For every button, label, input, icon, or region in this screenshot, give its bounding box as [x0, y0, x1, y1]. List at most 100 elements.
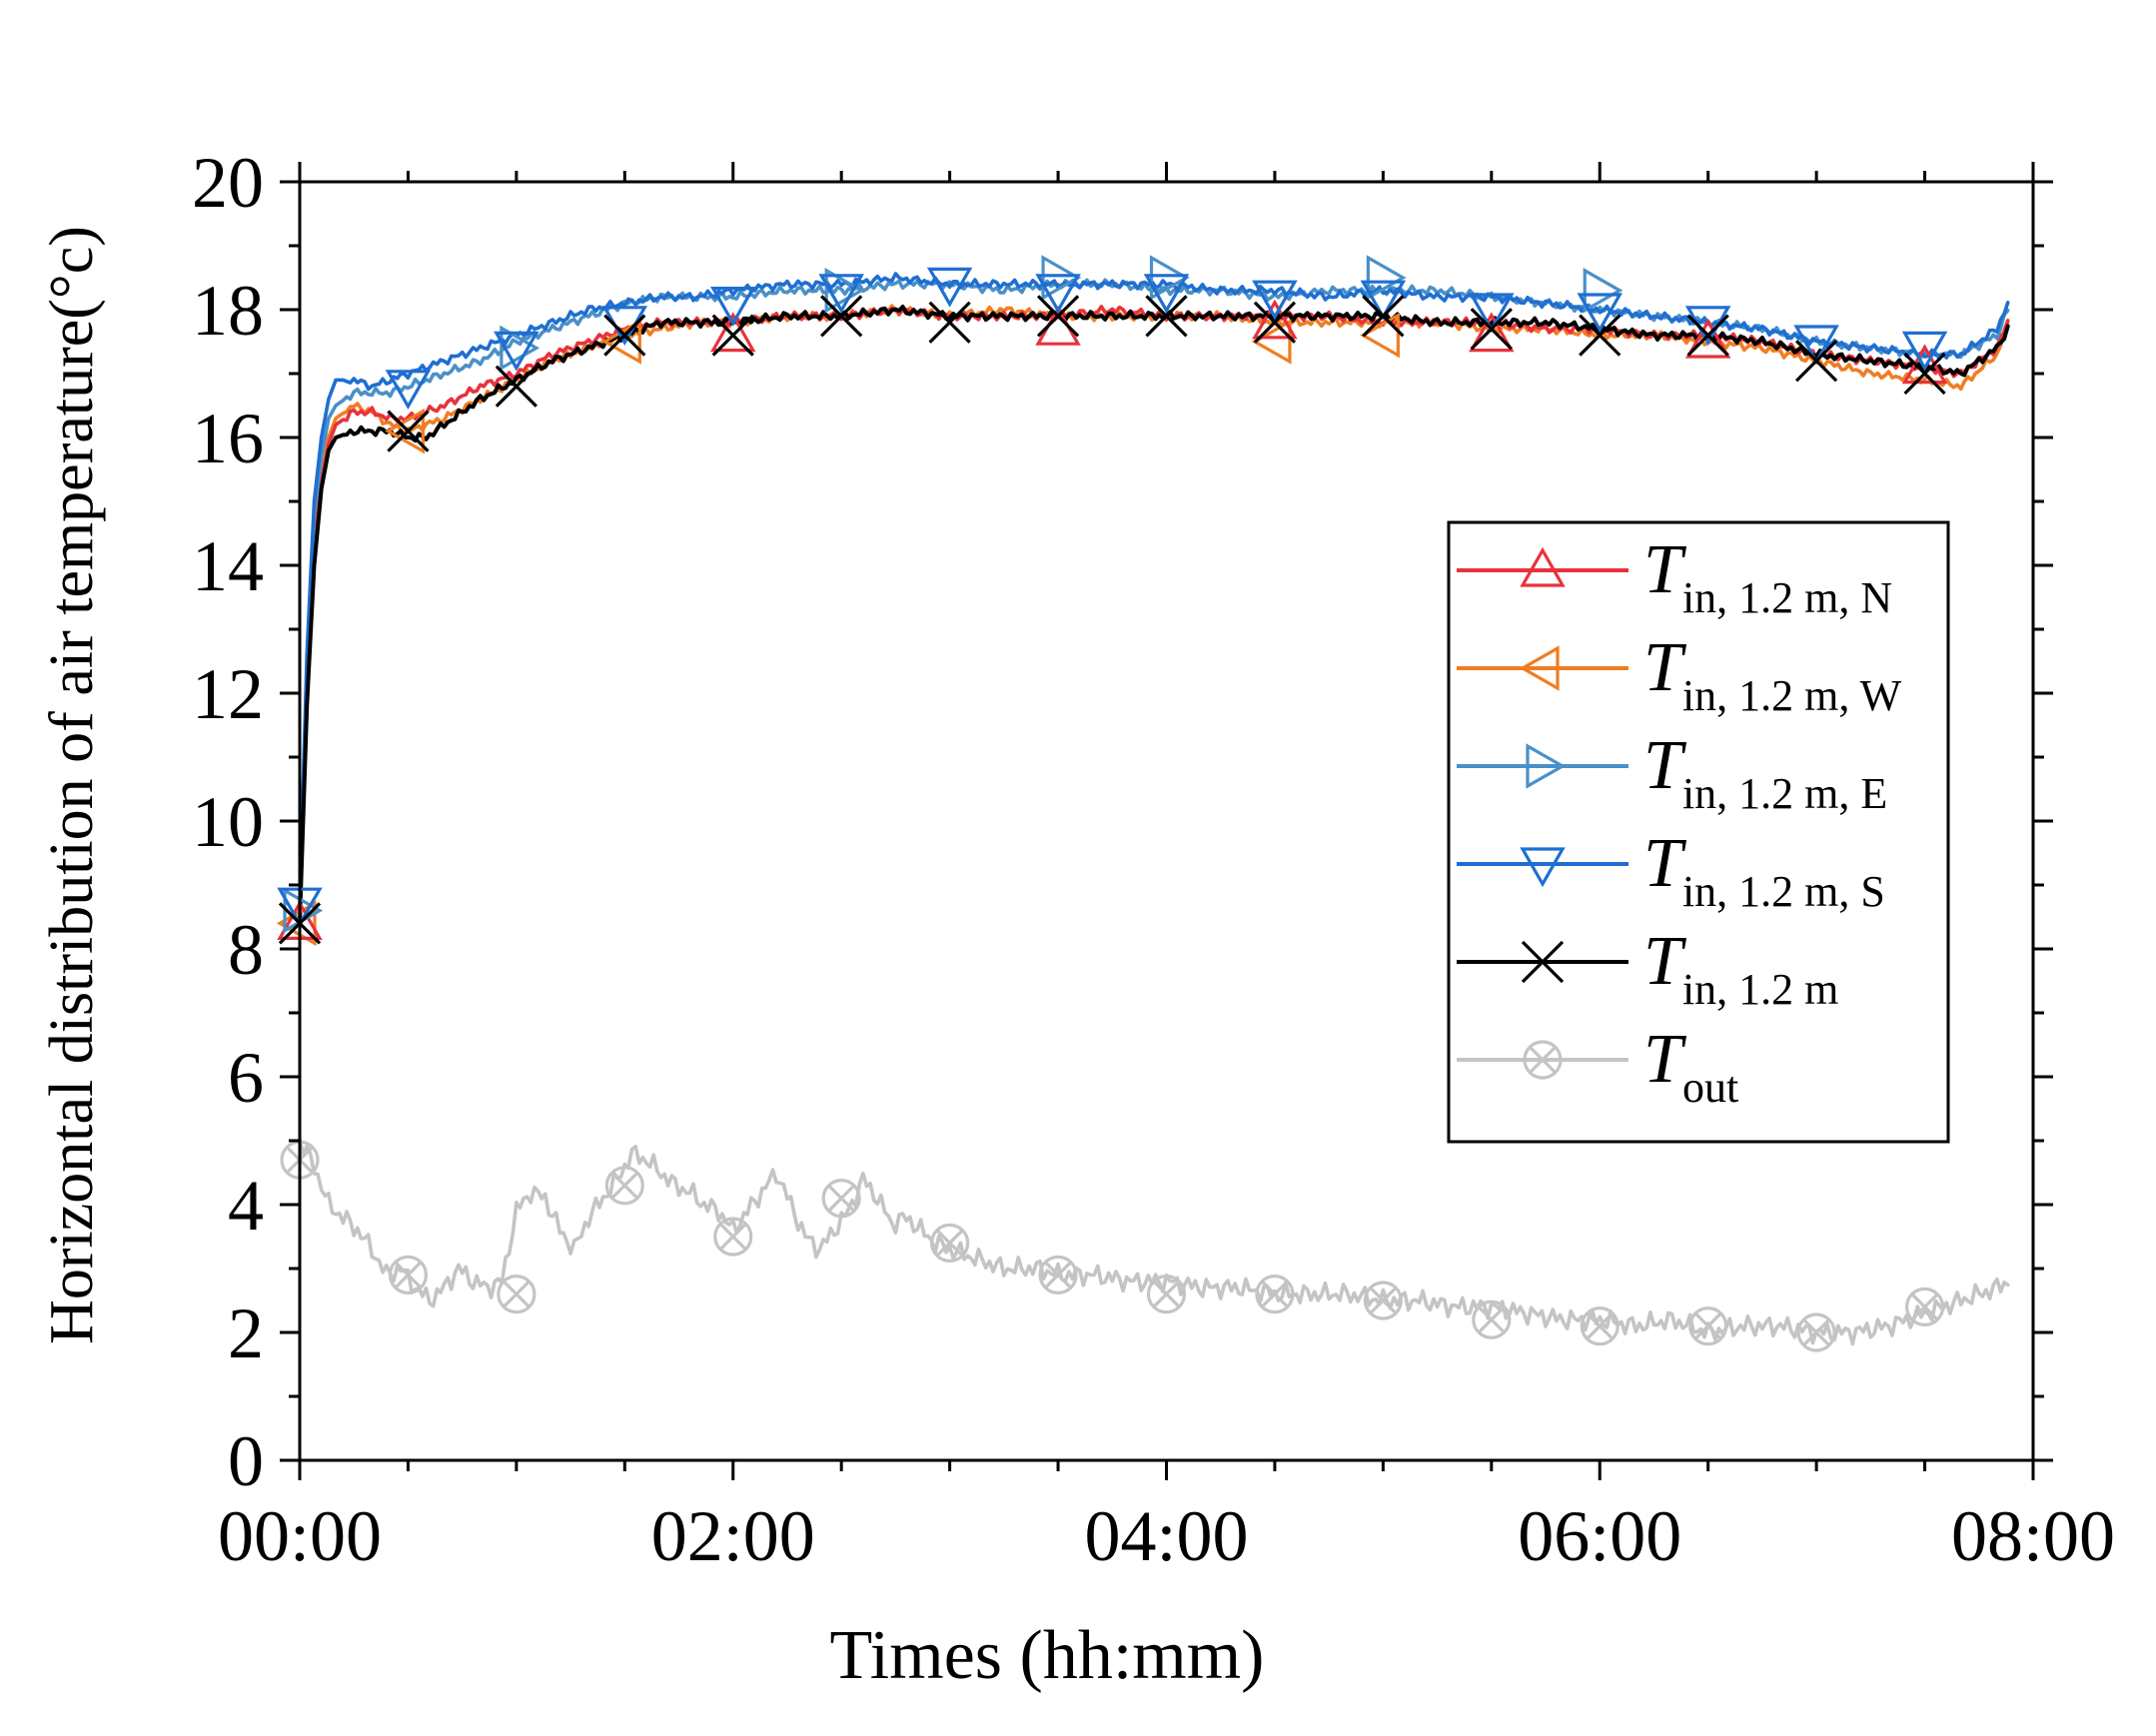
- series-5-marker-14-circle: [1796, 1312, 1836, 1352]
- series-2-marker-4-shape: [1149, 255, 1190, 301]
- series-5-marker-13: [1688, 1305, 1728, 1346]
- y-axis-label: Horizontal distribution of air temperatu…: [38, 226, 106, 1344]
- series-3-marker-8: [1143, 274, 1190, 315]
- series-3-marker-1-shape: [385, 370, 432, 411]
- series-0-marker-5: [1684, 318, 1731, 359]
- y-tick-label-4: 8: [228, 910, 264, 990]
- series-5-marker-3-stroke-b: [610, 1171, 639, 1200]
- y-tick-label-7: 14: [192, 526, 264, 606]
- series-5-marker-8: [1146, 1274, 1187, 1314]
- series-1-marker-0-shape: [276, 900, 317, 947]
- series-5-marker-6-stroke-b: [935, 1229, 964, 1258]
- legend-label-sub-2: in, 1.2 m, E: [1682, 769, 1887, 818]
- series-3-marker-12-shape: [1577, 293, 1623, 334]
- legend-label-main-4: T: [1643, 923, 1687, 1000]
- series-2-marker-1: [500, 325, 540, 372]
- series-5-marker-7: [1038, 1255, 1078, 1296]
- series-5-marker-4: [713, 1217, 753, 1257]
- series-3-marker-14: [1793, 325, 1839, 366]
- series-5-marker-10-stroke-b: [1369, 1286, 1398, 1315]
- series-5-marker-10: [1363, 1281, 1403, 1320]
- series-4-marker-8-stroke-b: [1145, 295, 1188, 338]
- legend-marker-5-stroke-b: [1528, 1045, 1558, 1075]
- series-3-marker-5-shape: [818, 274, 864, 315]
- series-2-marker-6: [1583, 268, 1623, 314]
- series-4-marker-8: [1145, 295, 1188, 338]
- series-5-marker-1: [388, 1255, 429, 1296]
- series-5-marker-1-circle: [388, 1255, 429, 1296]
- series-4-marker-11-stroke-b: [1470, 308, 1513, 351]
- series-2-marker-1-shape: [500, 325, 540, 372]
- legend-label-main-1: T: [1643, 629, 1687, 706]
- series-5-marker-4-stroke-b: [718, 1222, 747, 1252]
- series-5-marker-13-stroke-b: [1693, 1311, 1722, 1340]
- series-5-marker-5-circle: [821, 1178, 861, 1219]
- series-5-marker-2-circle: [497, 1274, 537, 1314]
- series-5-marker-12-circle: [1580, 1305, 1619, 1346]
- series-4-marker-4: [711, 314, 754, 357]
- y-tick-label-8: 16: [192, 399, 264, 478]
- series-1-marker-1: [385, 408, 426, 454]
- series-3-marker-4: [709, 287, 756, 327]
- series-2-marker-6-shape: [1583, 268, 1623, 314]
- series-4-marker-9: [1253, 301, 1297, 344]
- series-4-marker-13-stroke-b: [1686, 314, 1729, 357]
- series-4-marker-1-stroke-b: [387, 410, 430, 452]
- y-tick-label-0: 0: [228, 1421, 264, 1501]
- axes-layer: 00:00 02:00 04:00 06:00 08:00 0 2 4 6 8 10 12 14 16 18…: [192, 143, 2115, 1576]
- series-2-marker-4: [1149, 255, 1190, 301]
- series-4-marker-2-stroke-b: [495, 365, 539, 408]
- series-1-marker-3-shape: [1251, 319, 1292, 365]
- series-2-marker-2: [824, 268, 865, 314]
- legend-label-sub-0: in, 1.2 m, N: [1682, 573, 1892, 622]
- series-1-marker-4-shape: [1360, 312, 1400, 359]
- series-5-marker-14-stroke-b: [1802, 1317, 1831, 1347]
- series-3-marker-8-shape: [1143, 274, 1190, 315]
- series-4-marker-1: [387, 410, 430, 452]
- series-4-marker-10-stroke-b: [1362, 295, 1405, 338]
- legend-marker-1-shape: [1519, 645, 1560, 691]
- series-5-marker-2: [497, 1274, 537, 1314]
- series-3-marker-5: [818, 274, 864, 315]
- y-tick-label-1: 2: [228, 1294, 264, 1373]
- y-tick-label-6: 12: [192, 654, 264, 734]
- series-5-marker-11: [1472, 1300, 1512, 1339]
- series-5-marker-1-stroke-b: [394, 1261, 423, 1290]
- series-0-marker-5-shape: [1684, 318, 1731, 359]
- series-5-marker-12-stroke-b: [1586, 1311, 1615, 1340]
- legend-marker-2-shape: [1526, 743, 1567, 789]
- x-tick-label-4: 08:00: [1951, 1496, 2115, 1576]
- series-0-marker-4: [1469, 312, 1515, 353]
- series-3-marker-4-shape: [709, 287, 756, 327]
- series-5-marker-5-stroke-b: [827, 1184, 856, 1213]
- series-0-marker-3: [1252, 299, 1298, 340]
- series-5-marker-15-stroke-b: [1910, 1293, 1939, 1321]
- series-5-marker-11-circle: [1472, 1300, 1512, 1339]
- series-2-marker-2-shape: [824, 268, 865, 314]
- series-5-marker-11-stroke-b: [1477, 1305, 1506, 1334]
- legend-label-main-5: T: [1643, 1021, 1687, 1098]
- series-5-marker-6-circle: [930, 1223, 970, 1264]
- series-5-marker-7-circle: [1038, 1255, 1078, 1296]
- series-4-marker-15-stroke-b: [1903, 352, 1946, 396]
- series-4-marker-4-stroke-b: [711, 314, 754, 357]
- legend-marker-5-circle: [1523, 1040, 1563, 1080]
- legend-label-2: Tin, 1.2 m, E: [1643, 727, 1887, 818]
- series-3-marker-10: [1360, 280, 1407, 321]
- series-5-marker-6: [930, 1223, 970, 1264]
- series-0-marker-1: [709, 312, 756, 353]
- series-5-marker-14: [1796, 1312, 1836, 1352]
- series-3-marker-6-shape: [926, 267, 973, 308]
- series-3-marker-1: [385, 370, 432, 411]
- series-0-marker-1-shape: [709, 312, 756, 353]
- legend-label-sub-5: out: [1682, 1063, 1738, 1112]
- legend-marker-3: [1520, 847, 1566, 888]
- series-3-marker-9: [1252, 280, 1298, 321]
- series-3-marker-15: [1901, 331, 1948, 372]
- series-5-marker-3-circle: [604, 1166, 644, 1206]
- series-5-marker-8-stroke-b: [1152, 1280, 1181, 1308]
- x-axis-label: Times (hh:mm): [830, 1617, 1265, 1694]
- series-line-4: [298, 305, 2010, 926]
- series-4-marker-2: [495, 365, 539, 408]
- series-5-marker-9-circle: [1255, 1274, 1295, 1314]
